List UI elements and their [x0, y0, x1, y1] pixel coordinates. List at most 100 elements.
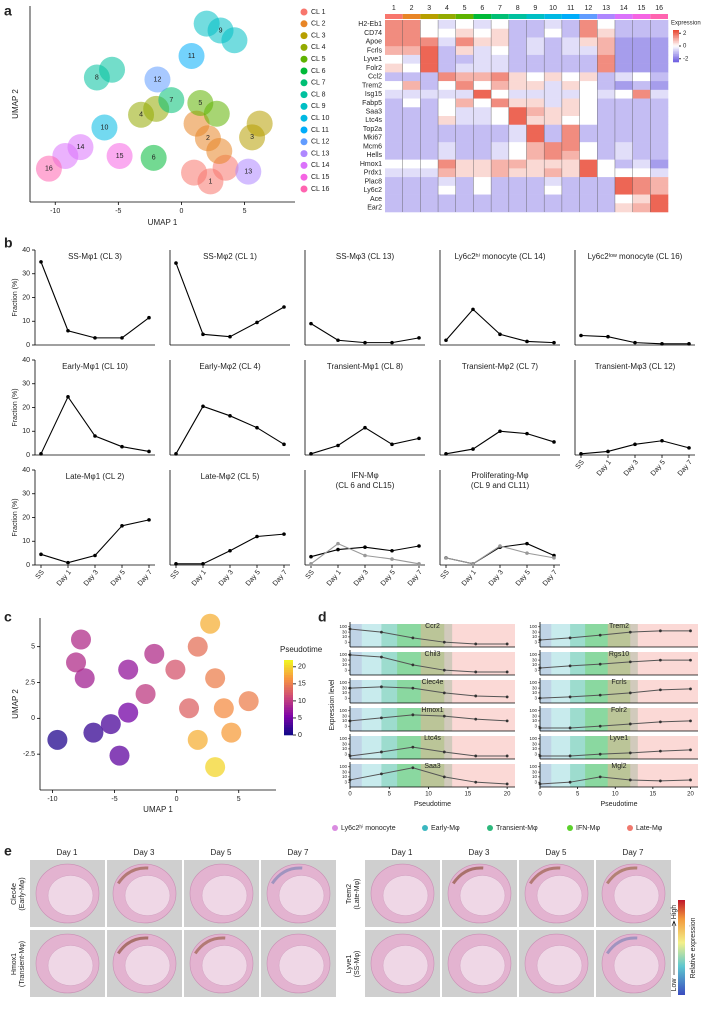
heat-cell	[385, 116, 403, 126]
row-cell: (SS-Mφ)	[354, 951, 361, 978]
y-tick-label: 30	[532, 657, 538, 662]
fraction-point	[174, 562, 178, 566]
panel-letter: c	[4, 609, 12, 625]
heat-cell	[561, 20, 580, 30]
y-tick-label: 100	[529, 624, 537, 629]
section-inner	[613, 945, 660, 986]
heat-cell	[579, 72, 598, 82]
y-tick-label: 10	[22, 428, 30, 435]
fraction-point	[336, 541, 340, 546]
heat-cell	[632, 46, 651, 56]
fraction-point	[39, 552, 43, 557]
cell-blob	[179, 698, 200, 719]
heat-cell	[650, 37, 669, 47]
x-tick-label: 0	[179, 208, 183, 215]
heat-cell	[455, 168, 474, 178]
colorbar-step	[673, 39, 679, 42]
heat-cell	[402, 107, 421, 117]
subplot-title: Transient-Mφ1 (CL 8)	[327, 362, 404, 371]
heat-cell	[473, 133, 492, 143]
heat-cell	[402, 20, 421, 30]
gene-label: H2-Eb1	[358, 21, 382, 28]
legend-marker	[300, 185, 308, 193]
y-tick-label: 40	[22, 247, 30, 254]
colorbar-title: Expression	[671, 21, 701, 27]
group-band	[381, 708, 453, 731]
gene-label: Mcm6	[363, 143, 382, 150]
cell-blob	[205, 757, 226, 778]
section-inner	[124, 945, 171, 986]
fraction-line	[40, 261, 150, 339]
heat-cell	[614, 168, 633, 178]
panel-letter: e	[4, 843, 12, 859]
y-axis-label: Expression level	[329, 679, 336, 730]
colorbar-step	[284, 700, 293, 703]
cluster-blob	[144, 66, 171, 93]
fraction-point	[39, 452, 43, 456]
heat-cell	[561, 203, 580, 213]
trend-line	[539, 630, 691, 641]
fraction-point	[579, 333, 583, 338]
heat-cell	[544, 54, 563, 64]
fraction-line	[445, 308, 555, 344]
colorbar-step	[284, 660, 293, 663]
staining	[452, 866, 484, 885]
colorbar-step	[284, 670, 293, 673]
staining	[529, 866, 561, 885]
fraction-point	[309, 554, 313, 559]
x-tick-label: Day 5	[380, 569, 397, 588]
heat-cell	[420, 20, 439, 30]
legend-marker	[422, 825, 428, 831]
y-tick-label: 3	[344, 779, 347, 784]
heat-cell	[473, 159, 492, 169]
heat-cell	[614, 107, 633, 117]
heat-cell	[614, 142, 633, 152]
y-tick-label: 3	[534, 639, 537, 644]
fraction-point	[363, 340, 367, 345]
y-tick-label: 100	[339, 652, 347, 657]
section-inner	[201, 945, 248, 986]
x-tick-label: SS	[170, 569, 182, 581]
colorbar-label: -2	[683, 56, 689, 62]
heat-cell	[438, 81, 457, 91]
x-axis-label: Pseudotime	[601, 801, 638, 808]
trend-point	[598, 775, 602, 779]
fraction-point	[66, 395, 70, 399]
column-label: 11	[567, 5, 574, 12]
heat-cell	[402, 203, 421, 213]
heat-cell	[385, 194, 403, 204]
colorbar	[678, 900, 685, 995]
fraction-point	[120, 524, 124, 528]
heat-cell	[491, 150, 510, 160]
trend-point	[628, 722, 632, 726]
legend-marker	[300, 8, 308, 16]
heat-cell	[561, 168, 580, 178]
heat-cell	[579, 177, 598, 187]
subplot: Late-Mφ1 (CL 2) 0 10 20 30 40 Fraction (%) SS Da…	[12, 467, 155, 587]
trend-point	[505, 719, 509, 723]
colorbar-step	[673, 55, 679, 58]
cluster-blob	[91, 114, 118, 141]
group-band	[397, 652, 445, 675]
heat-cell	[614, 203, 633, 213]
heat-cell	[491, 133, 510, 143]
panel-letter: b	[4, 235, 13, 251]
group-band	[350, 708, 362, 731]
heat-cell	[438, 63, 457, 73]
heat-cell	[385, 98, 403, 108]
heat-cell	[491, 124, 510, 134]
gene-label: Saa3	[366, 108, 382, 115]
heat-cell	[597, 142, 616, 152]
fraction-point	[174, 261, 178, 265]
heat-cell	[632, 194, 651, 204]
heat-cell	[561, 72, 580, 82]
fraction-point	[228, 548, 232, 553]
heat-cell	[561, 177, 580, 187]
heat-cell	[473, 89, 492, 99]
colorbar-label: 2	[683, 31, 687, 37]
heat-cell	[579, 63, 598, 73]
trend-point	[568, 754, 572, 758]
group-band	[540, 652, 608, 675]
legend-label: CL 9	[311, 103, 326, 110]
